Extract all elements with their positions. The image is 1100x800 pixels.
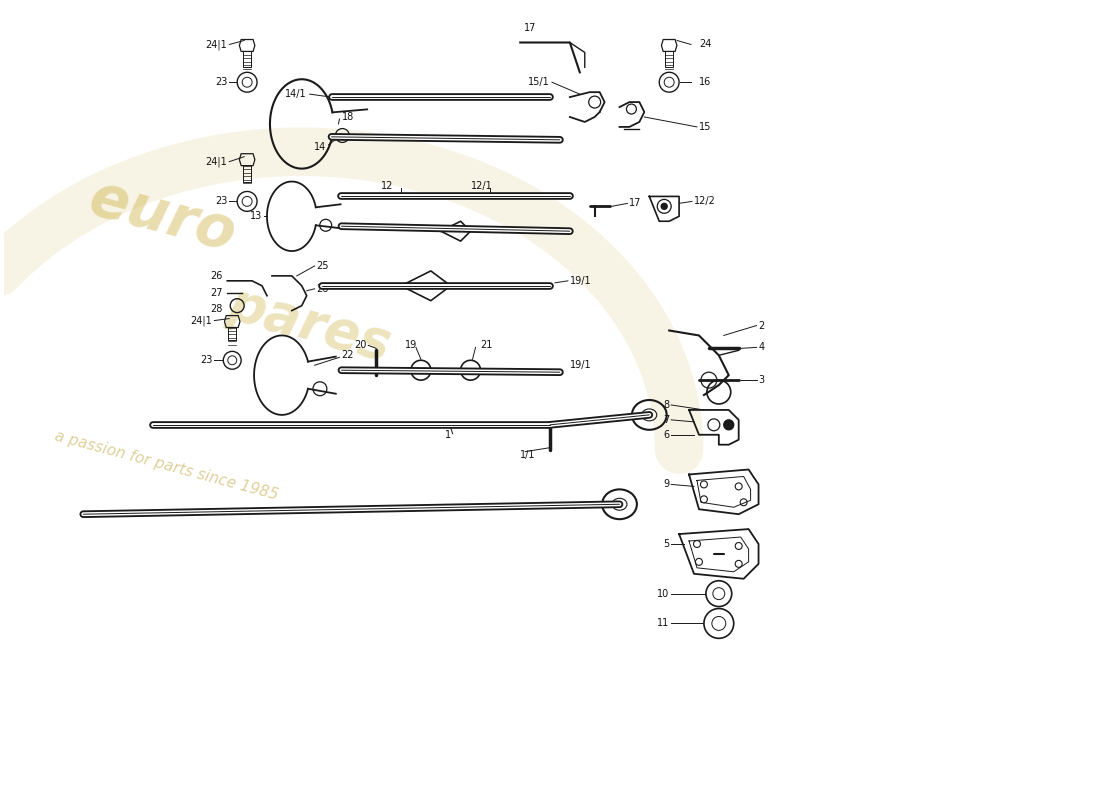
Text: 1: 1: [444, 430, 451, 440]
Text: 16: 16: [698, 78, 712, 87]
Text: 1/1: 1/1: [520, 450, 536, 460]
Text: 5: 5: [663, 539, 669, 549]
Text: 14: 14: [315, 142, 327, 152]
Text: 9: 9: [663, 479, 669, 490]
Text: 24|1: 24|1: [190, 315, 212, 326]
Text: 12/1: 12/1: [471, 182, 493, 191]
Text: 26: 26: [317, 284, 329, 294]
Text: 15: 15: [698, 122, 712, 132]
Text: 17: 17: [524, 22, 537, 33]
Text: 19/1: 19/1: [570, 360, 592, 370]
Text: 12/2: 12/2: [694, 196, 716, 206]
Text: 10: 10: [657, 589, 669, 598]
Text: 12: 12: [382, 182, 394, 191]
Text: 2: 2: [759, 321, 764, 330]
Text: euro: euro: [84, 169, 243, 263]
Text: 18: 18: [341, 112, 354, 122]
Text: 4: 4: [759, 342, 764, 352]
Text: 13: 13: [250, 211, 262, 222]
Text: 7: 7: [663, 415, 669, 425]
Text: 21: 21: [481, 340, 493, 350]
Text: 23: 23: [214, 196, 228, 206]
Text: 14/1: 14/1: [285, 89, 307, 99]
Text: 15/1: 15/1: [528, 78, 550, 87]
Text: 28: 28: [210, 304, 222, 314]
Text: 3: 3: [759, 375, 764, 385]
Text: 27: 27: [210, 288, 222, 298]
Text: 19: 19: [405, 340, 417, 350]
Circle shape: [724, 420, 734, 430]
Text: a passion for parts since 1985: a passion for parts since 1985: [54, 428, 280, 502]
Text: 24: 24: [698, 39, 712, 50]
Text: 25: 25: [317, 261, 329, 271]
Text: 8: 8: [663, 400, 669, 410]
Text: 19/1: 19/1: [570, 276, 592, 286]
Text: 23: 23: [200, 355, 212, 366]
Text: pares: pares: [222, 278, 397, 371]
Text: 24|1: 24|1: [206, 39, 228, 50]
Text: 24|1: 24|1: [206, 157, 228, 167]
Text: 6: 6: [663, 430, 669, 440]
Circle shape: [661, 203, 668, 210]
Text: 11: 11: [657, 618, 669, 629]
Text: 17: 17: [629, 198, 641, 208]
Text: 22: 22: [341, 350, 354, 360]
Text: 23: 23: [214, 78, 228, 87]
Text: 26: 26: [210, 271, 222, 281]
Text: 20: 20: [354, 340, 366, 350]
